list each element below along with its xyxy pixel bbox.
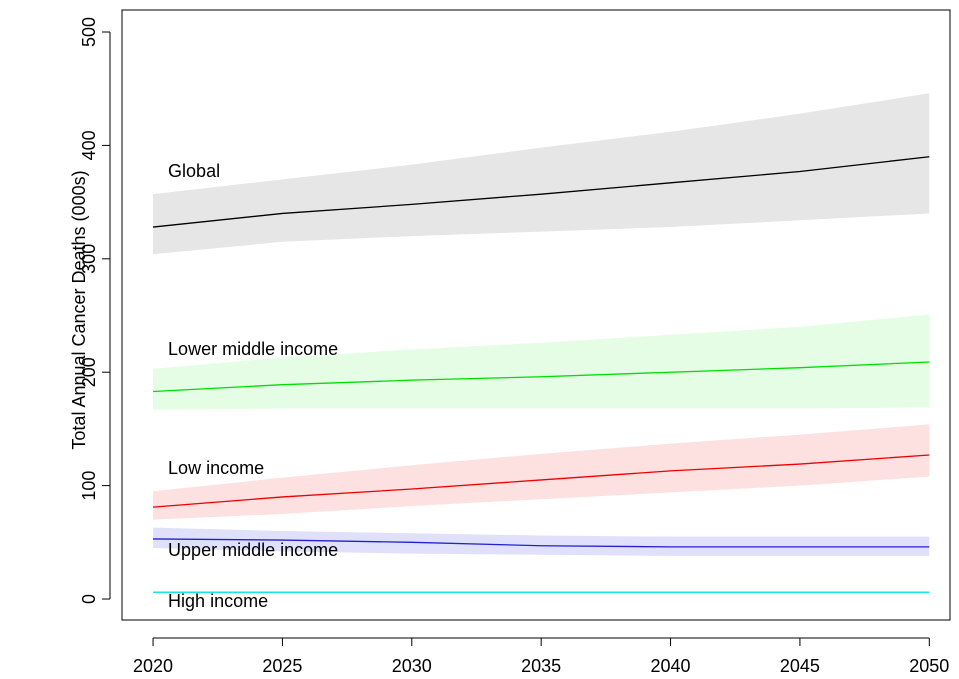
confidence-band (153, 93, 930, 255)
x-tick-label: 2045 (780, 656, 820, 676)
y-tick-label: 0 (79, 594, 99, 604)
confidence-band (153, 424, 930, 520)
x-tick-label: 2035 (521, 656, 561, 676)
x-tick-label: 2050 (909, 656, 949, 676)
y-tick-label: 500 (79, 17, 99, 47)
x-tick-label: 2040 (651, 656, 691, 676)
series-label: Lower middle income (168, 339, 338, 359)
series-line (153, 361, 930, 393)
series-label: High income (168, 591, 268, 611)
y-tick-label: 400 (79, 130, 99, 160)
y-tick-label: 300 (79, 244, 99, 274)
confidence-band (153, 314, 930, 410)
series-label: Global (168, 161, 220, 181)
series-label: Upper middle income (168, 540, 338, 560)
x-tick-label: 2030 (392, 656, 432, 676)
series-line (152, 454, 930, 508)
series-line (152, 156, 930, 228)
confidence-band (153, 527, 930, 556)
y-axis-label: Total Annual Cancer Deaths (000s) (69, 170, 89, 449)
x-tick-label: 2025 (262, 656, 302, 676)
x-tick-label: 2020 (133, 656, 173, 676)
plot-frame (121, 9, 951, 621)
y-tick-label: 100 (79, 471, 99, 501)
y-tick-label: 200 (79, 357, 99, 387)
series-label: Low income (168, 458, 264, 478)
series-line (153, 538, 930, 548)
